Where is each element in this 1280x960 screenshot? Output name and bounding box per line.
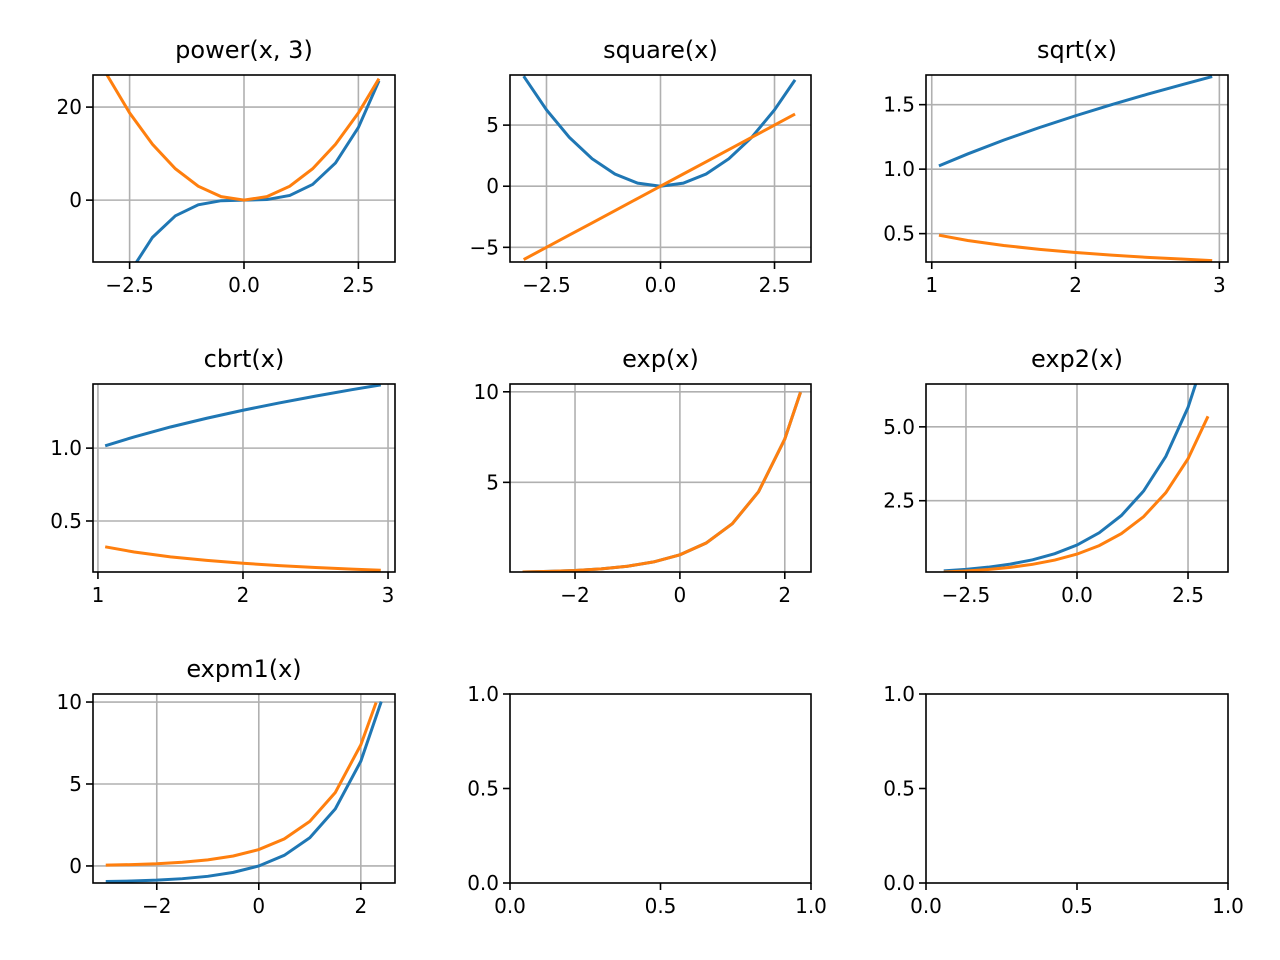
- y-tick-label: 1.0: [883, 682, 915, 706]
- x-tick-label: −2.5: [105, 273, 154, 297]
- axes-frame: [92, 693, 396, 884]
- y-tick-label: 10: [474, 380, 499, 404]
- axes-frame: [509, 693, 812, 884]
- axes-frame: [509, 74, 812, 263]
- axes-frame: [925, 74, 1229, 263]
- x-tick-label: 0.5: [1061, 894, 1093, 918]
- y-tick-label: 1.0: [467, 682, 499, 706]
- series-line: [105, 701, 378, 867]
- axes-frame: [92, 383, 396, 573]
- subplot-title: cbrt(x): [204, 345, 285, 373]
- y-tick-label: 0: [69, 188, 82, 212]
- series-line: [104, 384, 382, 448]
- axes-frame: [509, 383, 812, 573]
- series-line: [522, 391, 802, 572]
- x-tick-label: 0.0: [228, 273, 260, 297]
- subplot: 1 2 3 0.5 1.0 1.5 sqrt(x): [883, 36, 1229, 297]
- subplot: 1 2 3 0.5 1.0 cbrt(x): [50, 345, 396, 607]
- x-tick-label: −2.5: [942, 583, 991, 607]
- x-tick-label: 0.5: [645, 894, 677, 918]
- x-tick-label: 1: [925, 273, 938, 297]
- x-tick-label: 0.0: [494, 894, 526, 918]
- x-tick-label: 1.0: [1212, 894, 1244, 918]
- series-line: [105, 701, 383, 883]
- y-tick-label: 0.5: [467, 777, 499, 801]
- series-line: [105, 75, 381, 202]
- subplot-title: square(x): [603, 36, 718, 64]
- x-tick-label: 3: [1213, 273, 1226, 297]
- x-tick-label: 2.5: [759, 273, 791, 297]
- y-tick-label: 0: [486, 174, 499, 198]
- axes-frame: [92, 74, 396, 263]
- y-tick-label: 10: [57, 690, 82, 714]
- subplot: −2 0 2 5 10 exp(x): [474, 345, 812, 607]
- subplot: −2 0 2 0 5 10 expm1(x): [57, 655, 396, 918]
- x-tick-label: −2: [142, 894, 171, 918]
- x-tick-label: 2.5: [1172, 583, 1204, 607]
- y-tick-label: 0.0: [883, 871, 915, 895]
- series-line: [938, 233, 1213, 262]
- series-line: [104, 545, 381, 572]
- x-tick-label: −2: [560, 583, 589, 607]
- subplot-title: sqrt(x): [1037, 36, 1117, 64]
- subplot: 0.0 0.5 1.0 0.0 0.5 1.0: [467, 682, 827, 918]
- y-tick-label: 1.0: [883, 157, 915, 181]
- y-tick-label: 5: [69, 772, 82, 796]
- x-tick-label: 0: [252, 894, 265, 918]
- axes-frame: [925, 383, 1229, 573]
- y-tick-label: 0.0: [467, 871, 499, 895]
- y-tick-label: 5.0: [883, 415, 915, 439]
- subplot: 0.0 0.5 1.0 0.0 0.5 1.0: [883, 682, 1244, 918]
- x-tick-label: 1.0: [795, 894, 827, 918]
- x-tick-label: 2: [1069, 273, 1082, 297]
- subplot: −2.5 0.0 2.5 −5 0 5 square(x): [470, 36, 812, 297]
- subplot-title: exp2(x): [1031, 345, 1123, 373]
- y-tick-label: 5: [486, 470, 499, 494]
- x-tick-label: 0.0: [910, 894, 942, 918]
- x-tick-label: 2: [354, 894, 367, 918]
- y-tick-label: 5: [486, 113, 499, 137]
- y-tick-label: 0.5: [50, 509, 82, 533]
- series-line: [522, 112, 796, 261]
- subplot-title: exp(x): [622, 345, 699, 373]
- series-line: [943, 415, 1210, 572]
- y-tick-label: 0.5: [883, 777, 915, 801]
- x-tick-label: 3: [382, 583, 395, 607]
- subplot-title: power(x, 3): [175, 36, 313, 64]
- x-tick-label: 0.0: [645, 273, 677, 297]
- x-tick-label: 2: [778, 583, 791, 607]
- x-tick-label: −2.5: [522, 273, 571, 297]
- y-tick-label: 2.5: [883, 489, 915, 513]
- x-tick-label: 1: [92, 583, 105, 607]
- y-tick-label: 0: [69, 854, 82, 878]
- series-line: [522, 75, 797, 188]
- subplot: −2.5 0.0 2.5 2.5 5.0 exp2(x): [883, 345, 1229, 607]
- series-line: [938, 75, 1213, 168]
- y-tick-label: 1.5: [883, 93, 915, 117]
- x-tick-label: 2: [237, 583, 250, 607]
- axes-frame: [925, 693, 1229, 884]
- subplot-title: expm1(x): [186, 655, 301, 683]
- subplot: −2.5 0.0 2.5 0 20 power(x, 3): [57, 36, 396, 297]
- x-tick-label: 2.5: [342, 273, 374, 297]
- y-tick-label: −5: [470, 235, 499, 259]
- series-line: [943, 384, 1198, 572]
- y-tick-label: 0.5: [883, 222, 915, 246]
- x-tick-label: 0.0: [1061, 583, 1093, 607]
- y-tick-label: 1.0: [50, 436, 82, 460]
- y-tick-label: 20: [57, 95, 82, 119]
- x-tick-label: 0: [674, 583, 687, 607]
